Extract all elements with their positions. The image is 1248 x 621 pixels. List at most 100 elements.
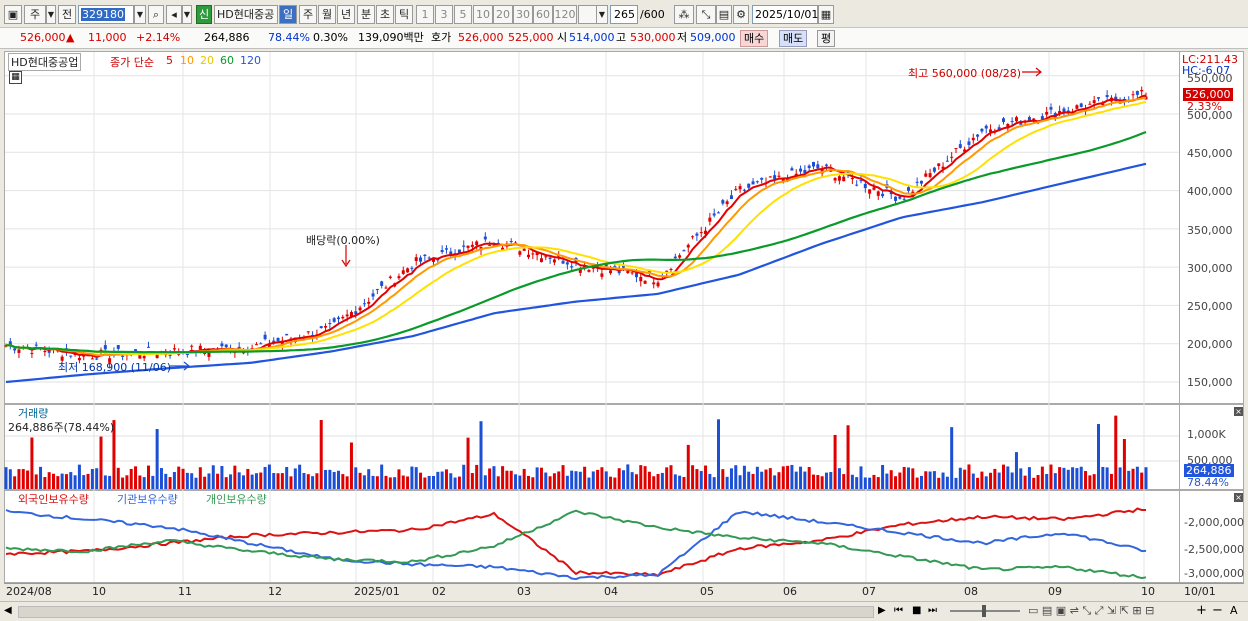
count-input[interactable]: 265: [610, 5, 638, 24]
eval-button[interactable]: 평: [817, 30, 836, 47]
candle-body: [872, 187, 876, 190]
holding-panel[interactable]: [4, 490, 1180, 583]
candle-body: [837, 176, 841, 181]
period-month[interactable]: 월: [318, 5, 336, 24]
calendar-icon[interactable]: ▦: [818, 5, 834, 24]
ma10-legend[interactable]: 10: [180, 54, 194, 67]
speaker-icon[interactable]: ◂: [166, 5, 182, 24]
prev-button[interactable]: 전: [58, 5, 76, 24]
interval-10[interactable]: 10: [473, 5, 493, 24]
volume-bar: [1049, 464, 1053, 489]
stock-code-input[interactable]: 329180: [78, 5, 134, 24]
volume-bar: [699, 471, 703, 489]
volume-bar: [8, 469, 12, 489]
stop-icon[interactable]: ■: [912, 605, 922, 616]
search-icon[interactable]: ⌕: [148, 5, 164, 24]
bottom-bar: ◀ ▶ ⏮ ■ ⏭ ▭ ▤ ▣ ⇌ ⤡ ⤢ ⇲ ⇱ ⊞ ⊟ + − A: [0, 601, 1248, 621]
speaker-dropdown-icon[interactable]: ▼: [182, 5, 192, 24]
date-input[interactable]: 2025/10/01: [752, 5, 818, 24]
volume-bar: [358, 472, 362, 489]
candle-body: [103, 345, 107, 350]
save-icon[interactable]: ▤: [716, 5, 732, 24]
gear-icon[interactable]: ⚙: [733, 5, 749, 24]
volume-bar: [293, 468, 297, 489]
close-volume-icon[interactable]: ×: [1234, 407, 1243, 416]
volume-bar: [695, 469, 699, 489]
candle-body: [647, 270, 651, 274]
volume-bar: [786, 465, 790, 489]
volume-bar: [289, 476, 293, 489]
period-second[interactable]: 초: [376, 5, 394, 24]
price-legend-ma[interactable]: 종가 단순: [110, 56, 154, 69]
interval-3[interactable]: 3: [435, 5, 453, 24]
interval-5[interactable]: 5: [454, 5, 472, 24]
custom-interval-dropdown-icon[interactable]: ▼: [596, 5, 608, 24]
sell-button[interactable]: 매도: [779, 30, 808, 47]
tools-icons[interactable]: ▭ ▤ ▣ ⇌ ⤡ ⤢ ⇲ ⇱ ⊞ ⊟: [1028, 604, 1155, 617]
candle-body: [1105, 95, 1109, 97]
ma5-legend[interactable]: 5: [166, 54, 173, 67]
code-dropdown-icon[interactable]: ▼: [134, 5, 146, 24]
draw-tool-icon[interactable]: ⤡: [696, 5, 716, 24]
period-day[interactable]: 일: [279, 5, 297, 24]
layout-icon[interactable]: ▣: [4, 5, 22, 24]
period-tick[interactable]: 틱: [395, 5, 413, 24]
ma20-legend[interactable]: 20: [200, 54, 214, 67]
volume-bar: [738, 475, 742, 489]
period-year[interactable]: 년: [337, 5, 355, 24]
forward-icon[interactable]: ⏭: [928, 605, 937, 616]
candle-body: [803, 169, 807, 174]
candle-body: [544, 256, 548, 258]
indicator-icon[interactable]: ⁂: [674, 5, 694, 24]
volume-title[interactable]: 거래량: [18, 407, 49, 420]
interval-1[interactable]: 1: [416, 5, 434, 24]
candle-body: [509, 240, 513, 242]
close-holding-icon[interactable]: ×: [1234, 493, 1243, 502]
volume-bar: [125, 475, 129, 489]
zoom-slider-handle[interactable]: [982, 605, 986, 617]
volume-bar: [509, 470, 513, 489]
candle-body: [704, 230, 708, 235]
interval-120[interactable]: 120: [553, 5, 577, 24]
period-minute[interactable]: 분: [357, 5, 375, 24]
bid-price: 525,000: [508, 31, 554, 44]
zoom-in-icon[interactable]: −: [1212, 603, 1223, 618]
volume-bar: [717, 419, 720, 489]
candle-body: [915, 181, 919, 183]
volume-bar: [224, 477, 228, 489]
scroll-right-icon[interactable]: ▶: [878, 605, 886, 616]
scrollbar-track[interactable]: [18, 606, 874, 618]
chevron-down-icon[interactable]: ▼: [46, 5, 56, 24]
x-label-02: 02: [432, 585, 446, 598]
volume-bar: [181, 468, 185, 489]
scroll-left-icon[interactable]: ◀: [4, 605, 12, 616]
volume-bar: [596, 469, 600, 489]
current-price: 526,000: [20, 31, 66, 44]
table-icon[interactable]: ▦: [9, 71, 22, 84]
interval-20[interactable]: 20: [493, 5, 513, 24]
font-size-icon[interactable]: A: [1230, 604, 1238, 617]
candle-body: [328, 323, 332, 325]
candle-body: [755, 181, 759, 183]
rewind-icon[interactable]: ⏮: [894, 605, 903, 616]
zoom-out-icon[interactable]: +: [1196, 603, 1207, 618]
volume-bar: [276, 473, 280, 489]
market-type-select[interactable]: 주: [24, 5, 46, 24]
period-week[interactable]: 주: [299, 5, 317, 24]
buy-button[interactable]: 매수: [740, 30, 769, 47]
foreign-legend[interactable]: 외국인보유수량: [18, 493, 89, 506]
ma120-legend[interactable]: 120: [240, 54, 261, 67]
individual-legend[interactable]: 개인보유수량: [206, 493, 267, 506]
institution-legend[interactable]: 기관보유수량: [117, 493, 178, 506]
volume-bar: [82, 475, 86, 489]
candle-body: [324, 326, 328, 328]
candle-body: [678, 255, 682, 258]
candle-body: [626, 270, 630, 273]
interval-60[interactable]: 60: [533, 5, 553, 24]
volume-bar: [958, 467, 962, 489]
candle-body: [457, 249, 461, 254]
y-tick-350000: 350,000: [1187, 224, 1233, 237]
price-legend-name[interactable]: HD현대중공업: [8, 53, 82, 71]
interval-30[interactable]: 30: [513, 5, 533, 24]
ma60-legend[interactable]: 60: [220, 54, 234, 67]
